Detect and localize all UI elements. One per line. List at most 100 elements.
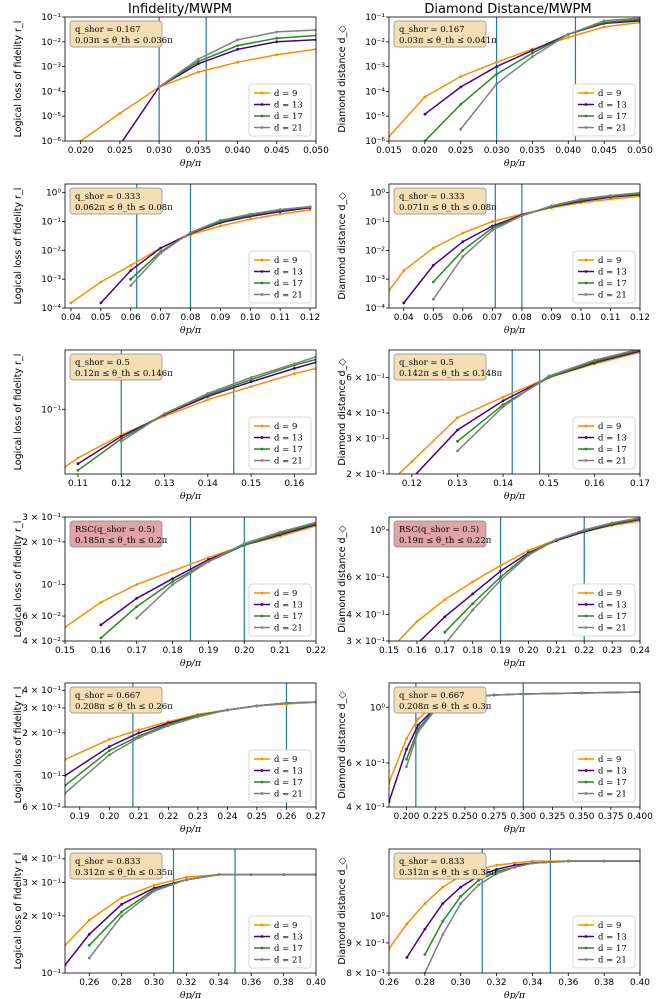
- legend: d = 9 d = 13d = 17 d = 21: [572, 83, 636, 137]
- y-tick-label: 4 × 10⁻¹: [22, 855, 61, 865]
- x-tick-label: 0.40: [306, 978, 326, 988]
- legend: d = 9 d = 13d = 17 d = 21: [248, 416, 312, 470]
- legend-label: d = 17: [274, 445, 303, 455]
- legend-label: d = 9: [598, 422, 621, 432]
- data-point: [119, 437, 123, 441]
- data-point: [135, 596, 139, 600]
- x-tick-label: 0.14: [198, 479, 218, 489]
- legend-label: d = 21: [274, 956, 303, 966]
- annotation-background: [69, 187, 163, 215]
- legend-marker: [260, 459, 264, 462]
- legend-label: d = 13: [598, 767, 627, 777]
- x-tick-label: 0.18: [463, 646, 483, 656]
- data-point: [459, 902, 463, 905]
- data-point: [99, 301, 103, 305]
- data-point: [499, 564, 502, 567]
- y-axis-label: Logical loss of fidelity r_l: [13, 853, 24, 970]
- column-title-diamond: Diamond Distance/MWPM: [424, 2, 591, 17]
- x-tick-label: 0.28: [415, 978, 435, 988]
- legend-label: d = 17: [598, 944, 627, 954]
- data-point: [171, 583, 175, 586]
- data-point: [242, 542, 246, 545]
- chart-panel-3-1: 0.15 0.16 0.17 0.18 0.19 0.20 0.21 0.22 0.23 0.24…: [337, 516, 650, 669]
- data-point: [99, 280, 103, 284]
- data-point: [159, 246, 163, 250]
- data-point: [491, 228, 494, 232]
- data-point: [459, 895, 463, 898]
- data-point: [441, 919, 445, 923]
- y-tick-label: 10⁻⁶: [41, 137, 61, 147]
- x-tick-label: 0.09: [210, 313, 230, 323]
- axes-frame: [64, 349, 317, 475]
- y-tick-label: 10⁻²: [41, 38, 61, 48]
- data-point: [443, 615, 447, 619]
- y-axis-label: Diamond distance d_◇: [337, 525, 348, 633]
- x-tick-label: 0.375: [598, 812, 624, 822]
- data-point: [456, 449, 459, 453]
- data-point: [293, 367, 296, 370]
- y-tick-label: 10⁻⁵: [365, 112, 385, 122]
- legend-marker: [260, 126, 264, 129]
- series-line: [120, 356, 316, 443]
- annotation-line: q_shor = 0.333: [399, 192, 465, 202]
- axes-frame: [388, 682, 641, 808]
- data-point: [185, 875, 188, 879]
- x-tick-label: 0.20: [234, 646, 254, 656]
- data-point: [554, 538, 558, 541]
- data-point: [99, 636, 103, 640]
- annotation-line: RSC(q_shor = 0.5): [75, 524, 155, 535]
- legend-frame: [572, 250, 636, 304]
- x-tick-label: 0.28: [112, 978, 132, 988]
- data-point: [495, 868, 498, 871]
- annotation-line: q_shor = 0.833: [399, 857, 465, 867]
- x-axis-label: θp/π: [180, 158, 202, 169]
- x-tick-label: 0.17: [630, 479, 650, 489]
- y-tick-label: 3 × 10⁻¹: [22, 878, 61, 888]
- legend-marker: [260, 447, 264, 451]
- annotation-line: q_shor = 0.167: [75, 25, 141, 35]
- data-point: [456, 439, 459, 443]
- data-point: [129, 264, 133, 267]
- legend: d = 9 d = 13d = 17 d = 21: [248, 915, 312, 969]
- x-tick-label: 0.030: [484, 146, 510, 156]
- x-tick-label: 0.030: [146, 146, 172, 156]
- data-point: [129, 284, 133, 287]
- series-group: [79, 28, 316, 141]
- legend-marker: [260, 114, 264, 118]
- x-axis-label: θp/π: [504, 990, 526, 999]
- data-point: [189, 231, 192, 234]
- x-tick-label: 0.34: [522, 978, 542, 988]
- x-tick-label: 0.400: [627, 812, 653, 822]
- legend-marker: [584, 126, 588, 129]
- x-tick-label: 0.04: [61, 313, 81, 323]
- x-tick-label: 0.225: [423, 812, 449, 822]
- data-point: [249, 385, 253, 388]
- x-tick-label: 0.22: [306, 646, 326, 656]
- data-point: [423, 112, 427, 116]
- annotation-line: q_shor = 0.167: [399, 25, 465, 35]
- y-tick-label: 6 × 10⁻¹: [346, 573, 385, 583]
- y-tick-label: 10⁻³: [41, 275, 61, 285]
- data-point: [159, 251, 163, 255]
- legend-label: d = 21: [598, 124, 627, 134]
- y-tick-label: 10⁻²: [41, 246, 61, 256]
- y-tick-label: 10⁻⁴: [365, 87, 385, 97]
- x-axis-label: θp/π: [180, 325, 202, 336]
- legend-label: d = 13: [598, 101, 627, 111]
- y-tick-label: 10⁻⁴: [41, 304, 61, 314]
- series-line: [446, 517, 640, 641]
- data-point: [388, 482, 391, 485]
- legend-marker: [584, 923, 588, 927]
- data-point: [206, 398, 210, 402]
- data-point: [566, 859, 570, 863]
- series-line: [65, 367, 316, 468]
- chart-panel-4-1: 0.200 0.225 0.250 0.275 0.300 0.325 0.350 0.375…: [337, 682, 653, 835]
- legend-marker: [584, 792, 588, 795]
- legend-label: d = 17: [274, 778, 303, 788]
- legend-marker: [260, 946, 264, 950]
- legend: d = 9 d = 13d = 17 d = 21: [572, 583, 636, 637]
- x-tick-label: 0.15: [55, 646, 75, 656]
- legend-label: d = 13: [598, 434, 627, 444]
- x-tick-label: 0.24: [630, 646, 650, 656]
